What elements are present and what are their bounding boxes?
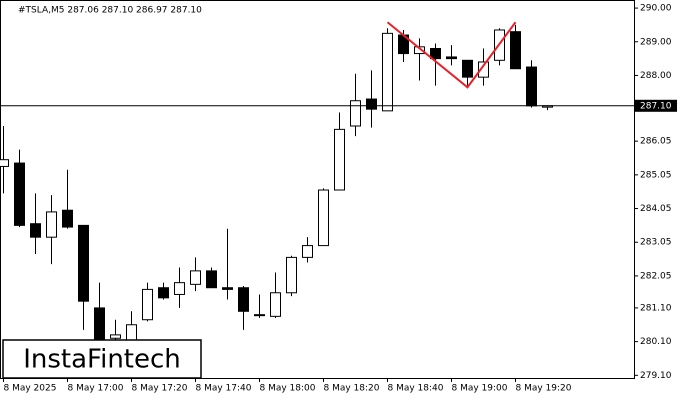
current-price-label: 287.10 (640, 101, 672, 111)
candle-body (0, 159, 9, 167)
x-tick-label: 8 May 17:00 (68, 384, 124, 394)
y-tick-label: 286.05 (640, 137, 672, 147)
candle-body (430, 48, 441, 60)
candle-body (382, 32, 393, 112)
candle-body (302, 245, 313, 258)
logo-box (2, 339, 202, 379)
plot-frame (0, 0, 635, 379)
candle-body (414, 46, 425, 55)
candle-body (270, 292, 281, 317)
candle-body (110, 334, 121, 339)
candle-body (238, 287, 249, 312)
y-tick-label: 288.00 (640, 71, 672, 81)
y-tick-label: 282.05 (640, 271, 672, 281)
candle-body (254, 314, 265, 317)
candle-body (286, 256, 297, 294)
candle-body (142, 288, 153, 321)
candle-body (46, 211, 57, 238)
chart-title: #TSLA,M5 287.06 287.10 286.97 287.10 (18, 6, 202, 16)
candle-body (190, 270, 201, 285)
pattern-line (386, 21, 517, 89)
x-tick-label: 8 May 19:20 (516, 384, 572, 394)
x-tick-label: 8 May 17:40 (196, 384, 252, 394)
candle-body (14, 162, 25, 226)
candle-body (334, 128, 345, 191)
y-tick-label: 284.05 (640, 204, 672, 214)
candle-body (446, 56, 457, 60)
candle-body (478, 61, 489, 78)
candle-body (30, 223, 41, 238)
candle-body (174, 282, 185, 295)
candle-body (318, 189, 329, 247)
x-tick-label: 8 May 18:00 (260, 384, 316, 394)
x-tick-label: 8 May 18:40 (388, 384, 444, 394)
x-tick-label: 8 May 2025 (4, 384, 57, 394)
y-tick-label: 289.00 (640, 37, 672, 47)
candle-body (78, 224, 89, 302)
x-tick-label: 8 May 19:00 (452, 384, 508, 394)
y-tick-label: 280.10 (640, 337, 672, 347)
candle-body (158, 287, 169, 299)
y-tick-label: 290.00 (640, 4, 672, 14)
y-tick-label: 279.10 (640, 371, 672, 381)
candle-body (62, 209, 73, 228)
candle-body (350, 100, 361, 127)
current-price-box (635, 99, 677, 112)
candle-body (510, 31, 521, 70)
logo: InstaFintech (23, 345, 181, 375)
candle-body (222, 287, 233, 290)
candle-body (462, 59, 473, 78)
candle-body (206, 270, 217, 289)
candle-body (366, 98, 377, 110)
y-tick-label: 281.10 (640, 303, 672, 313)
x-tick-label: 8 May 18:20 (324, 384, 380, 394)
y-tick-label: 283.05 (640, 238, 672, 248)
y-tick-label: 285.05 (640, 170, 672, 180)
x-tick-label: 8 May 17:20 (132, 384, 188, 394)
candle-body (526, 66, 537, 107)
